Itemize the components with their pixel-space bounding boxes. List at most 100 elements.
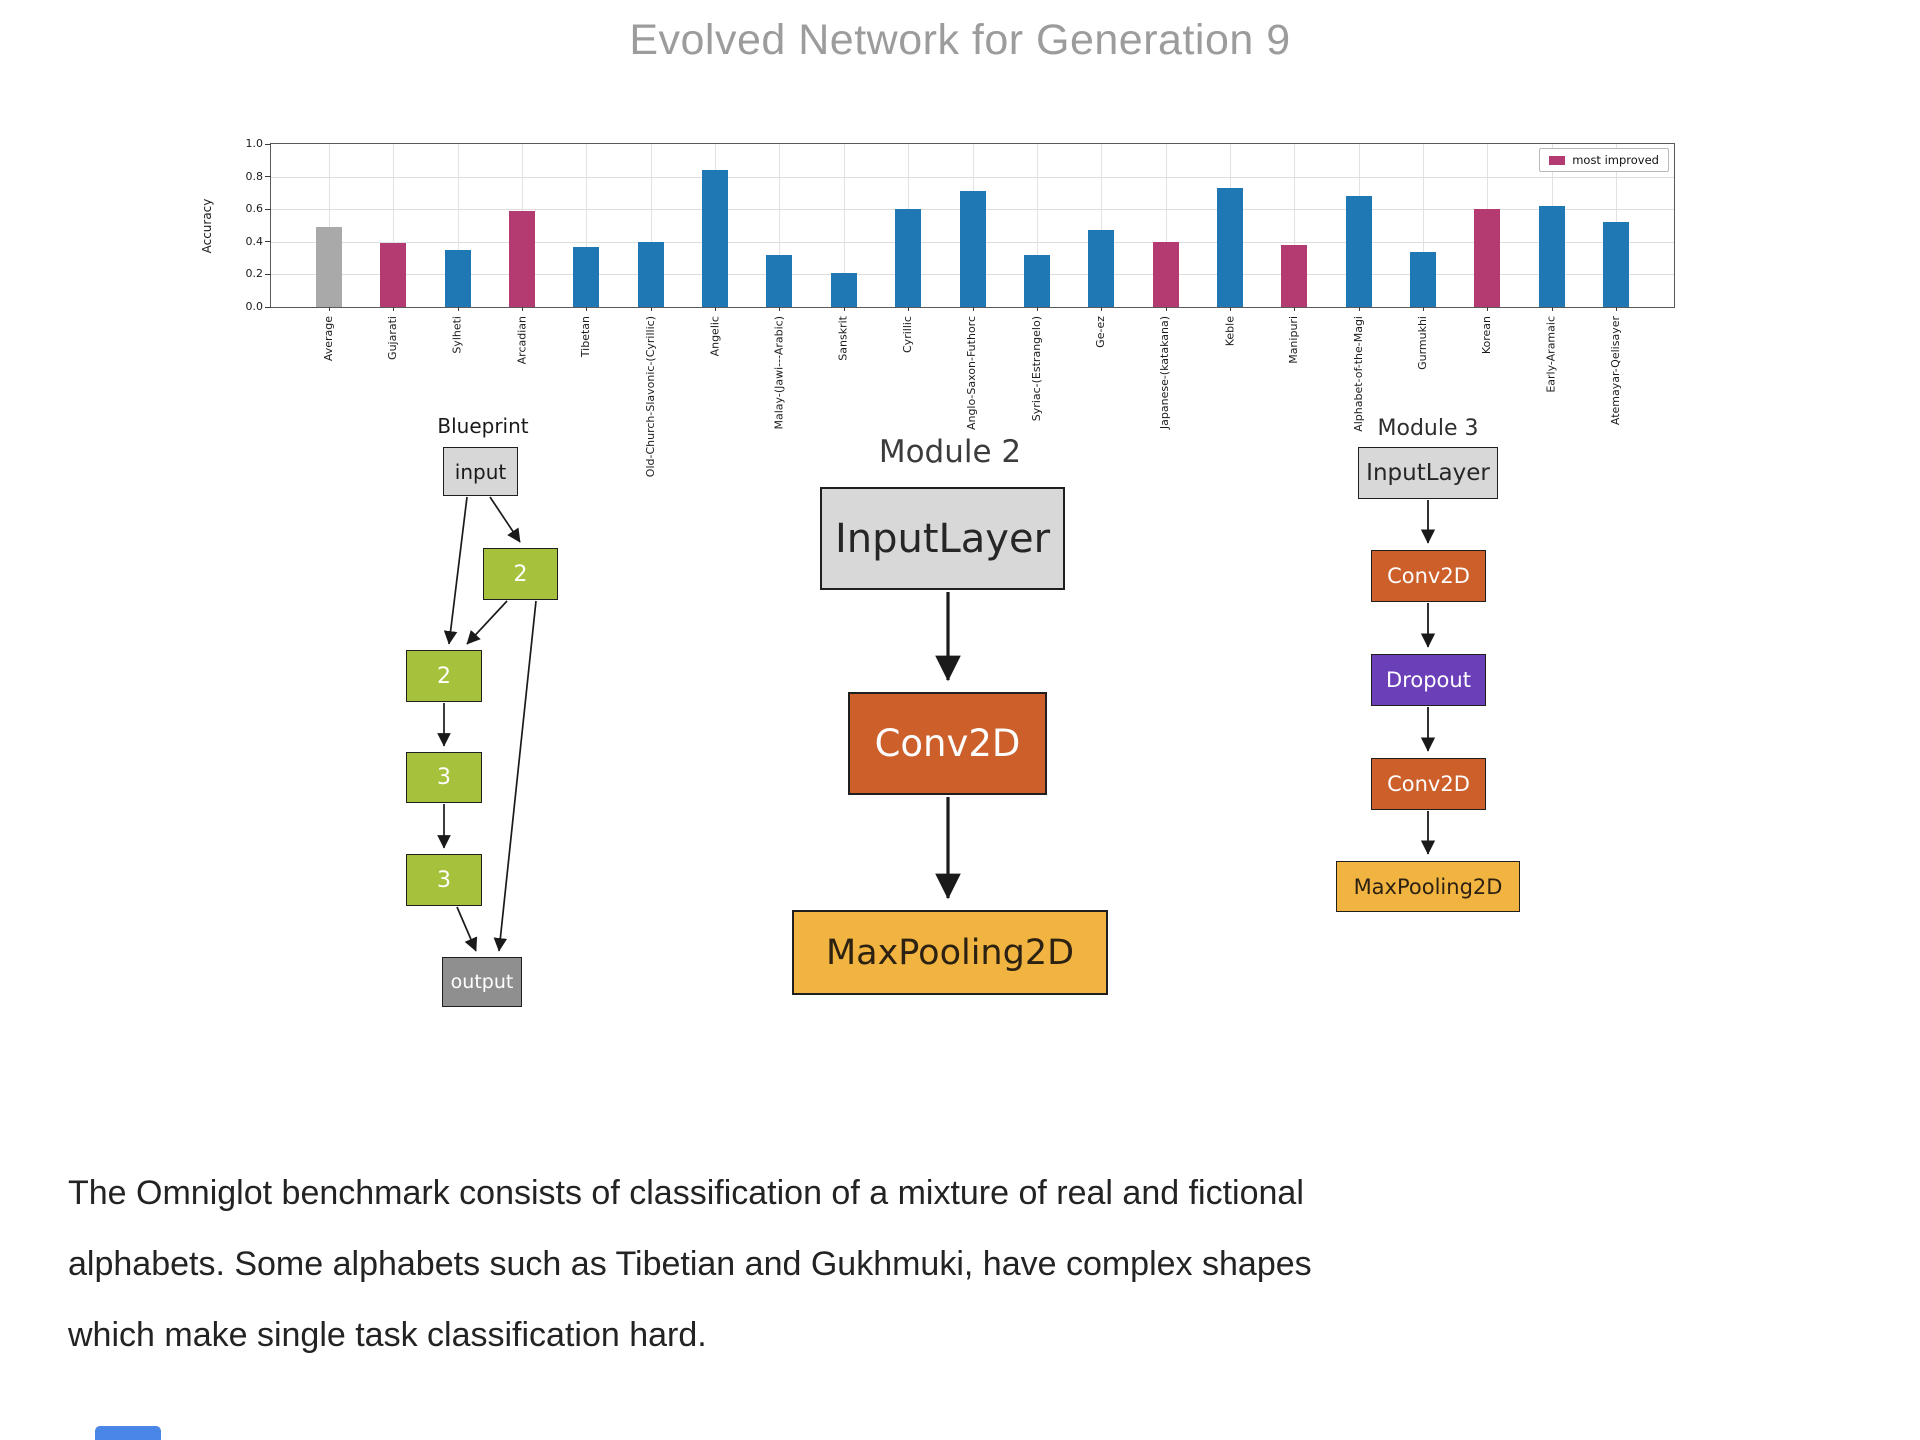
x-tick-label: Sanskrit [836, 316, 850, 361]
y-tick-label: 0.2 [245, 267, 264, 281]
y-tick-label: 0.0 [245, 300, 264, 313]
x-tick [1101, 307, 1103, 311]
bar-Syriac-(Estrangelo) [1023, 254, 1050, 307]
x-tick-label: Atemayar-Qelisayer [1609, 316, 1622, 426]
node-input: input [443, 447, 518, 496]
page-title: Evolved Network for Generation 9 [629, 16, 1291, 64]
x-tick-label: Cyrillic [901, 316, 915, 353]
node-dropout: Dropout [1371, 654, 1486, 706]
x-tick [457, 307, 459, 311]
bar-Cyrillic [895, 209, 922, 307]
y-tick-label: 1.0 [245, 137, 264, 150]
y-tick [265, 208, 271, 210]
bar-Japanese-(katakana) [1152, 241, 1179, 307]
x-tick [650, 307, 652, 311]
x-tick [329, 307, 330, 311]
gridline-v [650, 144, 652, 307]
x-tick [715, 307, 717, 311]
x-tick-label: Sylheti [450, 316, 464, 354]
y-tick [265, 144, 271, 145]
x-tick-label: Average [322, 316, 335, 362]
bar-Malay-(Jawi---Arabic) [766, 254, 793, 307]
bar-Sanskrit [830, 272, 857, 307]
gridline-v [1294, 144, 1296, 307]
bar-Manipuri [1281, 245, 1308, 307]
bar-Ge-ez [1088, 229, 1115, 307]
gridline-v [1422, 144, 1424, 307]
y-tick [265, 176, 271, 178]
x-tick [972, 307, 974, 311]
x-tick-label: Japanese-(katakana) [1158, 316, 1172, 430]
gridline-v [1101, 144, 1103, 307]
bar-Alphabet-of-the-Magi [1345, 196, 1372, 307]
x-tick [779, 307, 781, 311]
x-tick [1358, 307, 1360, 311]
node-conv2d: Conv2D [1371, 550, 1486, 602]
x-tick [586, 307, 588, 311]
gridline-v [1165, 144, 1167, 307]
x-tick-label: Keble [1222, 316, 1236, 347]
x-tick-label: Malay-(Jawi---Arabic) [772, 316, 786, 430]
x-tick-label: Early-Aramaic [1544, 316, 1558, 393]
y-axis-label: Accuracy [200, 198, 214, 253]
x-tick-label: Syriac-(Estrangelo) [1029, 316, 1043, 422]
x-tick-label: Anglo-Saxon-Futhorc [965, 316, 979, 431]
x-tick-label: Korean [1480, 316, 1494, 355]
bar-Gujarati [380, 243, 407, 307]
bar-Gurmukhi [1409, 251, 1436, 307]
gridline-v [393, 144, 395, 307]
bar-Arcadian [509, 210, 536, 307]
node-inputlayer: InputLayer [820, 487, 1065, 590]
node-output: output [442, 957, 522, 1007]
x-tick-label: Manipuri [1287, 316, 1301, 364]
node-conv2d: Conv2D [848, 692, 1047, 795]
node-maxpooling2d: MaxPooling2D [1336, 861, 1520, 912]
x-tick-label: Tibetan [579, 316, 593, 358]
caption-text: The Omniglot benchmark consists of class… [68, 1174, 1312, 1354]
bar-Average [316, 227, 342, 307]
bar-Anglo-Saxon-Futhorc [959, 191, 986, 307]
gridline-v [457, 144, 459, 307]
x-tick [1422, 307, 1424, 311]
partial-blue-button[interactable] [95, 1426, 161, 1440]
x-tick [522, 307, 524, 311]
x-tick-label: Ge-ez [1094, 316, 1108, 348]
node-maxpooling2d: MaxPooling2D [792, 910, 1108, 995]
node-inputlayer: InputLayer [1358, 447, 1498, 499]
x-tick [1487, 307, 1489, 311]
x-tick-label: Gujarati [386, 316, 400, 360]
x-tick-label: Alphabet-of-the-Magi [1351, 316, 1365, 432]
blueprint-title: Blueprint [437, 414, 529, 438]
y-tick-label: 0.6 [245, 202, 264, 216]
x-tick [1616, 307, 1617, 311]
x-tick [1165, 307, 1167, 311]
bar-Atemayar-Qelisayer [1603, 222, 1629, 307]
y-tick-label: 0.4 [245, 234, 264, 248]
bar-Angelic [702, 170, 729, 307]
x-tick [908, 307, 910, 311]
x-tick [1229, 307, 1231, 311]
gridline-v [586, 144, 588, 307]
module2-title: Module 2 [878, 434, 1022, 470]
bar-Old-Church-Slavonic-(Cyrillic) [637, 241, 664, 307]
gridline-v [1036, 144, 1038, 307]
module3-title: Module 3 [1377, 416, 1479, 441]
node-conv2d: Conv2D [1371, 758, 1486, 810]
accuracy-bar-chart: Accuracy most improved Average Gujarati Sy… [200, 137, 1675, 477]
chart-legend: most improved [1539, 148, 1669, 172]
x-tick-label: Angelic [708, 316, 722, 357]
x-tick [1551, 307, 1553, 311]
gridline-v [843, 144, 845, 307]
y-tick [265, 273, 271, 275]
bar-Korean [1474, 209, 1501, 307]
legend-label: most improved [1572, 153, 1659, 167]
bar-Sylheti [444, 249, 471, 307]
x-tick [1294, 307, 1296, 311]
x-tick-label: Arcadian [515, 316, 529, 365]
x-tick-label: Gurmukhi [1415, 316, 1429, 370]
x-tick [843, 307, 845, 311]
gridline-v [779, 144, 781, 307]
y-tick-label: 0.8 [245, 169, 264, 183]
bar-Tibetan [573, 246, 600, 307]
